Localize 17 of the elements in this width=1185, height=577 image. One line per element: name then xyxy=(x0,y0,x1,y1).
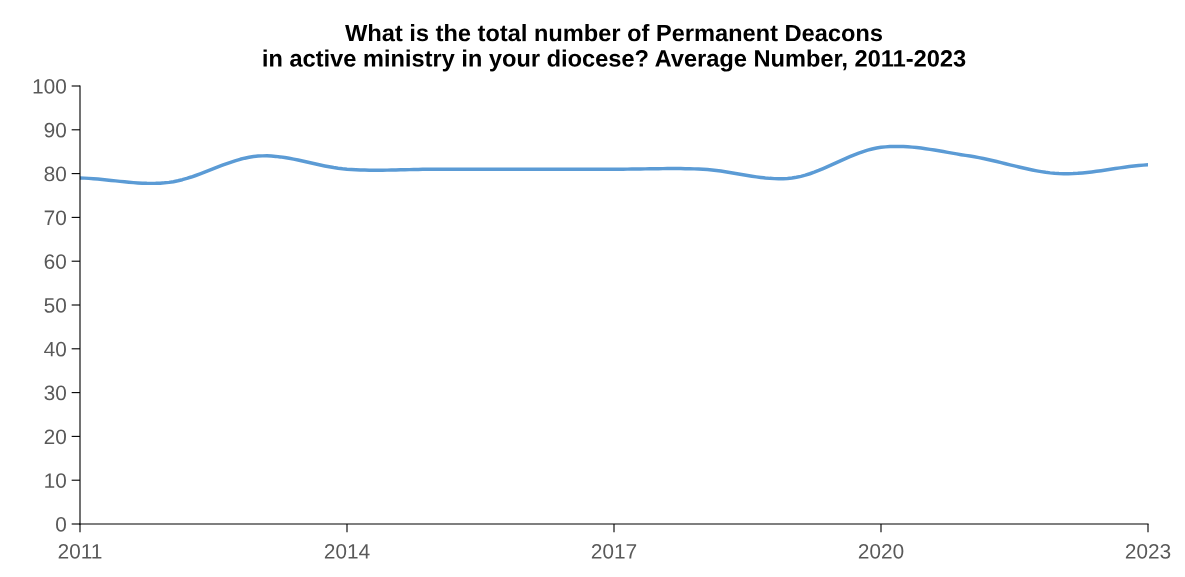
x-tick-label: 2023 xyxy=(1125,543,1171,559)
x-tick-label: 2011 xyxy=(58,543,102,559)
y-tick-label: 60 xyxy=(44,254,66,269)
y-tick-label: 10 xyxy=(45,473,66,488)
x-tick-label: 2020 xyxy=(858,543,904,559)
y-tick-label: 100 xyxy=(33,79,66,94)
y-tick-label: 30 xyxy=(44,385,66,401)
y-tick-label: 40 xyxy=(44,341,66,357)
y-tick-label: 90 xyxy=(44,122,66,138)
chart-title: What is the total number of Permanent Deacons in active ministry in your diocese? Average Number, 2011-2023 xyxy=(263,24,966,72)
x-tick-label: 2017 xyxy=(591,543,637,559)
y-tick-label: 50 xyxy=(44,298,66,313)
y-tick-label: 0 xyxy=(56,517,66,532)
y-tick-label: 70 xyxy=(44,210,66,226)
y-tick-label: 20 xyxy=(44,429,66,445)
y-tick-label: 80 xyxy=(44,166,66,182)
x-tick-label: 2014 xyxy=(324,543,370,559)
